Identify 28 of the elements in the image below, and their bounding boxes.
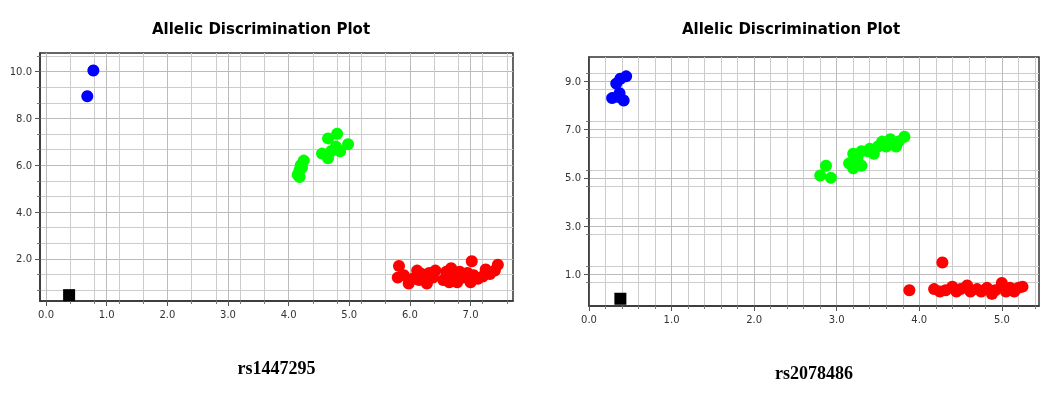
chart-title: Allelic Discrimination Plot <box>681 19 901 38</box>
y-tick-label: 2.0 <box>16 253 32 265</box>
x-tick-label: 7.0 <box>462 308 479 320</box>
y-tick-label: 3.0 <box>565 220 581 232</box>
y-tick-label: 7.0 <box>565 124 581 136</box>
chart-title: Allelic Discrimination Plot <box>151 19 371 38</box>
y-tick-label: 8.0 <box>16 113 32 125</box>
x-tick-label: 4.0 <box>911 313 928 325</box>
x-tick-label: 3.0 <box>220 308 236 320</box>
x-tick-label: 0.0 <box>38 308 55 320</box>
x-tick-label: 0.0 <box>581 313 597 325</box>
y-tick-label: 6.0 <box>16 159 32 171</box>
x-tick-label: 6.0 <box>401 308 418 320</box>
x-axis-title: rs1447295 <box>237 358 316 378</box>
x-axis-title: rs2078486 <box>775 363 853 383</box>
y-tick-label: 10.0 <box>9 66 32 78</box>
y-tick-label: 9.0 <box>565 75 581 87</box>
x-tick-label: 5.0 <box>993 313 1010 325</box>
x-tick-label: 3.0 <box>828 313 845 325</box>
y-tick-label: 5.0 <box>565 172 581 184</box>
x-tick-label: 5.0 <box>341 308 358 320</box>
y-tick-label: 4.0 <box>16 206 32 218</box>
x-tick-label: 2.0 <box>746 313 763 325</box>
x-tick-label: 1.0 <box>663 313 680 325</box>
x-tick-label: 4.0 <box>280 308 297 320</box>
x-tick-label: 1.0 <box>98 308 115 320</box>
y-tick-label: 1.0 <box>565 269 581 281</box>
x-tick-label: 2.0 <box>159 308 176 320</box>
